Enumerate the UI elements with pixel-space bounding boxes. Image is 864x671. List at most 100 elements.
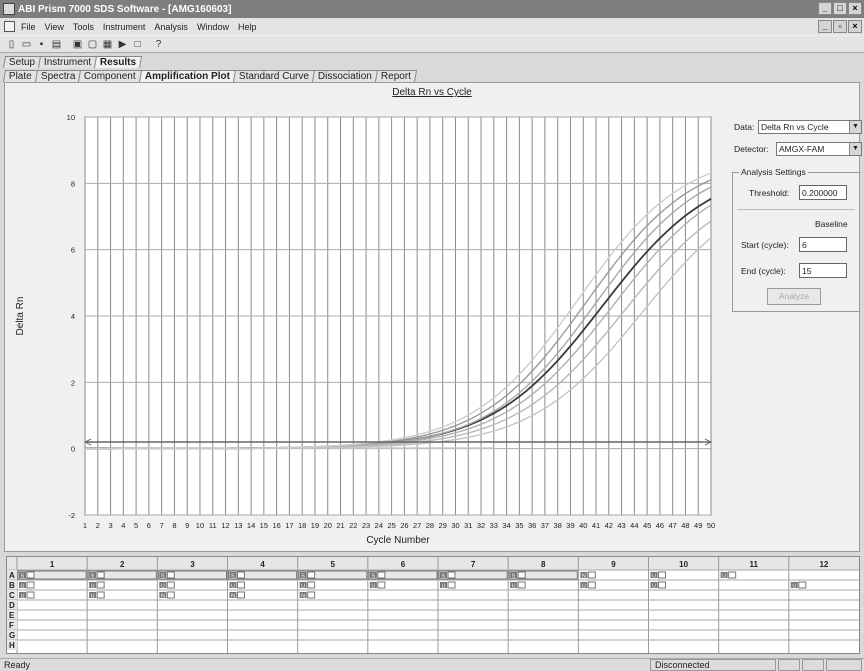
well-task-label[interactable]: N [582, 574, 586, 580]
well-task-label[interactable]: U [582, 584, 586, 590]
y-tick-label: -2 [68, 511, 75, 520]
new-icon[interactable]: ▯ [8, 38, 15, 50]
menu-file[interactable]: File [21, 21, 36, 32]
tab-amplification-plot[interactable]: Amplification Plot [138, 70, 237, 82]
detector-label: Detector: [734, 144, 769, 154]
doc-close-button[interactable]: × [848, 20, 862, 33]
menu-view[interactable]: View [44, 21, 64, 32]
chevron-down-icon[interactable]: ▼ [849, 143, 861, 155]
doc-minimize-button[interactable]: _ [818, 20, 832, 33]
x-tick-label: 20 [324, 521, 332, 530]
well-task-label[interactable]: U [301, 584, 305, 590]
well-task-label[interactable]: U [371, 584, 375, 590]
tab-plate[interactable]: Plate [2, 70, 38, 82]
x-tick-label: 33 [490, 521, 498, 530]
menu-window[interactable]: Window [196, 21, 229, 32]
well-task-label[interactable]: U [231, 584, 235, 590]
x-tick-label: 2 [96, 521, 100, 530]
well-task-label[interactable]: S [21, 574, 25, 580]
minimize-button[interactable]: _ [818, 2, 832, 15]
well-detector-icon [447, 581, 456, 589]
plate-grid-svg[interactable]: 1 2 3 4 5 6 7 8 9 10 11 12A S S S S S S S S N U UB U U U U U U U U U U UC… [7, 557, 859, 653]
well-task-icon [650, 572, 658, 578]
well-task-icon [159, 572, 167, 578]
tool2-icon[interactable]: ▦ [102, 38, 113, 50]
plate-column-header: 3 [190, 560, 195, 569]
well-task-label[interactable]: N [301, 594, 305, 600]
well-task-label[interactable]: U [652, 574, 656, 580]
preview-icon[interactable]: ▣ [72, 38, 83, 50]
analyze-button[interactable]: Analyze [767, 288, 821, 305]
data-row: Data: Delta Rn vs Cycle ▼ [734, 120, 862, 134]
well-task-icon [229, 582, 237, 588]
title-bar: ABI Prism 7000 SDS Software - [AMG160603… [0, 0, 864, 18]
well-task-label[interactable]: U [91, 594, 95, 600]
well-task-label[interactable]: U [792, 584, 796, 590]
save-icon[interactable]: ▪ [39, 38, 44, 50]
menu-analysis[interactable]: Analysis [154, 21, 188, 32]
stop-icon[interactable]: □ [134, 38, 141, 50]
data-select[interactable]: Delta Rn vs Cycle ▼ [758, 120, 862, 134]
well-task-icon [299, 582, 307, 588]
x-tick-label: 25 [387, 521, 395, 530]
doc-restore-button[interactable]: ▫ [833, 20, 847, 33]
tab-spectra[interactable]: Spectra [34, 70, 82, 82]
start-cycle-input[interactable]: 6 [799, 237, 847, 252]
well-task-label[interactable]: U [512, 584, 516, 590]
chevron-down-icon[interactable]: ▼ [849, 121, 861, 133]
document-icon[interactable] [4, 21, 15, 32]
restore-button[interactable]: □ [833, 2, 847, 15]
well-task-label[interactable]: S [91, 574, 95, 580]
tab-standard-curve[interactable]: Standard Curve [232, 70, 316, 82]
well-task-label[interactable]: U [161, 584, 165, 590]
detector-select[interactable]: AMGX-FAM ▼ [776, 142, 862, 156]
menu-help[interactable]: Help [237, 21, 257, 32]
threshold-left-arrow-icon [83, 438, 92, 446]
well-detector-icon [96, 581, 105, 589]
well-task-label[interactable]: S [161, 574, 165, 580]
amplification-chart[interactable]: 1 2 3 4 5 6 7 8 9 10 11 12 13 14 15 16 17 18 19 20 21 22 23 24 2… [5, 83, 725, 549]
print-icon[interactable]: ▤ [51, 38, 62, 50]
close-button[interactable]: × [848, 2, 862, 15]
well-task-label[interactable]: U [91, 584, 95, 590]
well-task-label[interactable]: U [652, 584, 656, 590]
well-task-label[interactable]: U [442, 584, 446, 590]
well-task-label[interactable]: U [21, 594, 25, 600]
well-task-icon [440, 582, 447, 588]
well-task-label[interactable]: S [231, 574, 235, 580]
tab-component[interactable]: Component [78, 70, 143, 82]
tab-instrument[interactable]: Instrument [38, 56, 98, 68]
threshold-input[interactable]: 0.200000 [799, 185, 847, 200]
tool-icon[interactable]: ▢ [87, 38, 98, 50]
well-task-label[interactable]: S [371, 574, 375, 580]
well-task-label[interactable]: N [231, 594, 235, 600]
x-tick-label: 9 [185, 521, 189, 530]
x-tick-label: 23 [362, 521, 370, 530]
plate-column-header: 4 [260, 560, 265, 569]
plate-well-selected [368, 570, 438, 580]
tab-results[interactable]: Results [94, 56, 143, 68]
x-tick-label: 35 [515, 521, 523, 530]
tab-report[interactable]: Report [374, 70, 418, 82]
well-detector-icon [658, 581, 666, 589]
well-task-label[interactable]: N [161, 594, 165, 600]
play-icon[interactable]: ▶ [118, 38, 127, 50]
well-task-icon [159, 592, 167, 598]
x-tick-label: 17 [285, 521, 293, 530]
menu-tools[interactable]: Tools [72, 21, 94, 32]
well-task-label[interactable]: S [301, 574, 305, 580]
well-task-label[interactable]: S [442, 574, 446, 580]
well-task-label[interactable]: U [722, 574, 726, 580]
end-cycle-input[interactable]: 15 [799, 263, 847, 278]
plate-well-selected [228, 570, 298, 580]
plate-grid[interactable]: 1 2 3 4 5 6 7 8 9 10 11 12 A S S S S S S S S N U U B U U U U U U U U U U U C… [6, 556, 860, 654]
well-task-label[interactable]: S [512, 574, 516, 580]
tab-dissociation[interactable]: Dissociation [311, 70, 378, 82]
help-icon[interactable]: ? [155, 38, 162, 50]
open-icon[interactable]: ▭ [21, 38, 32, 50]
well-task-label[interactable]: U [21, 584, 25, 590]
tab-setup[interactable]: Setup [2, 56, 42, 68]
plate-well-selected [87, 570, 157, 580]
menu-instrument[interactable]: Instrument [102, 21, 146, 32]
app-icon[interactable] [3, 3, 15, 15]
